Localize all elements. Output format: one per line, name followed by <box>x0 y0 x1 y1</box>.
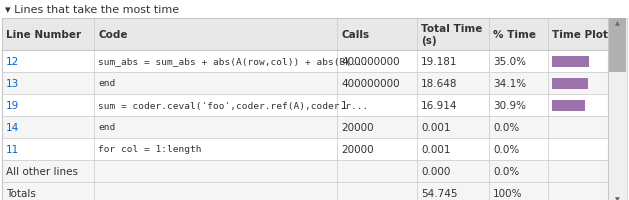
Text: 14: 14 <box>6 122 19 132</box>
Text: sum_abs = sum_abs + abs(A(row,col)) + abs(B(...: sum_abs = sum_abs + abs(A(row,col)) + ab… <box>99 57 369 66</box>
Text: ▲: ▲ <box>615 21 620 26</box>
Text: % Time: % Time <box>493 30 536 40</box>
Text: end: end <box>99 79 116 88</box>
Text: Totals: Totals <box>6 188 36 198</box>
Text: 13: 13 <box>6 79 19 89</box>
Bar <box>2 138 608 160</box>
Bar <box>552 78 589 89</box>
Text: Total Time
(s): Total Time (s) <box>421 24 482 46</box>
Text: 0.0%: 0.0% <box>493 144 519 154</box>
Text: 18.648: 18.648 <box>421 79 457 89</box>
Text: 35.0%: 35.0% <box>493 57 526 67</box>
Text: 34.1%: 34.1% <box>493 79 526 89</box>
Text: ▼: ▼ <box>615 197 620 200</box>
Text: end: end <box>99 123 116 132</box>
Bar <box>608 19 627 200</box>
Text: 0.0%: 0.0% <box>493 166 519 176</box>
Text: sum = coder.ceval('foo',coder.ref(A),coder.r...: sum = coder.ceval('foo',coder.ref(A),cod… <box>99 101 369 110</box>
Text: All other lines: All other lines <box>6 166 78 176</box>
Bar <box>2 182 608 200</box>
Bar <box>610 19 626 73</box>
Text: Line Number: Line Number <box>6 30 81 40</box>
Text: 0.000: 0.000 <box>421 166 450 176</box>
Text: 1: 1 <box>341 100 348 110</box>
Text: 0.001: 0.001 <box>421 144 450 154</box>
Text: ▾ Lines that take the most time: ▾ Lines that take the most time <box>5 5 179 15</box>
Bar <box>2 95 608 116</box>
Text: Time Plot: Time Plot <box>552 30 608 40</box>
Text: 20000: 20000 <box>341 122 374 132</box>
Text: Calls: Calls <box>341 30 369 40</box>
Bar <box>552 100 585 111</box>
Text: 400000000: 400000000 <box>341 79 399 89</box>
Bar <box>2 51 608 73</box>
Text: 0.001: 0.001 <box>421 122 450 132</box>
Text: for col = 1:length: for col = 1:length <box>99 145 202 154</box>
Bar <box>2 73 608 95</box>
Text: 54.745: 54.745 <box>421 188 457 198</box>
Text: 0.0%: 0.0% <box>493 122 519 132</box>
Text: 100%: 100% <box>493 188 522 198</box>
Text: 12: 12 <box>6 57 19 67</box>
Text: 30.9%: 30.9% <box>493 100 526 110</box>
Text: Code: Code <box>99 30 128 40</box>
Text: 16.914: 16.914 <box>421 100 457 110</box>
Bar <box>2 160 608 182</box>
Text: 400000000: 400000000 <box>341 57 399 67</box>
Text: 19: 19 <box>6 100 19 110</box>
Text: 11: 11 <box>6 144 19 154</box>
Bar <box>2 19 608 51</box>
Text: 19.181: 19.181 <box>421 57 457 67</box>
Bar <box>552 56 589 67</box>
Bar <box>2 116 608 138</box>
Text: 20000: 20000 <box>341 144 374 154</box>
